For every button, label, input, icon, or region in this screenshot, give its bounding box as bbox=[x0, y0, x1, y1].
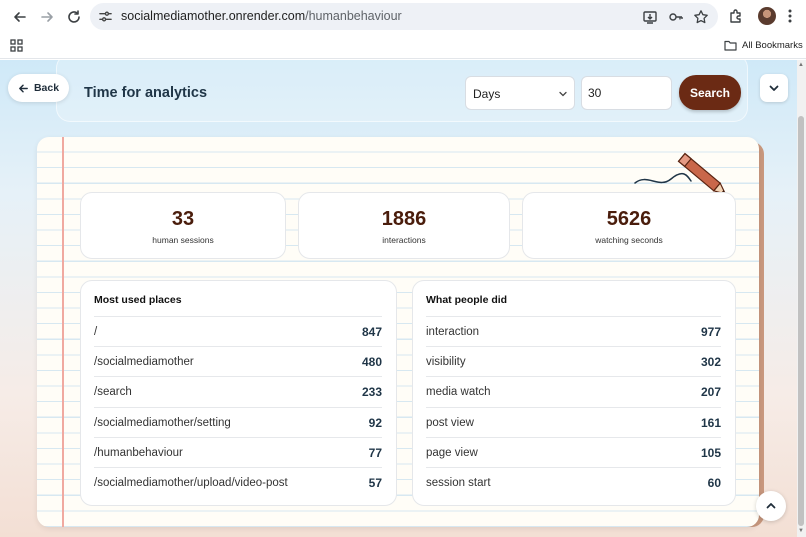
places-list: / 847 /socialmediamother 480 /search 233 /s… bbox=[94, 316, 382, 497]
stat-label: watching seconds bbox=[595, 235, 663, 245]
chevron-up-icon bbox=[766, 503, 776, 509]
extensions-icon[interactable] bbox=[727, 7, 745, 25]
notebook-card: 33 human sessions 1886 interactions 5626… bbox=[37, 137, 759, 527]
place-count: 480 bbox=[361, 355, 382, 370]
back-button[interactable]: Back bbox=[8, 74, 69, 102]
stat-label: interactions bbox=[382, 235, 426, 245]
scroll-to-top-button[interactable] bbox=[756, 491, 786, 521]
search-button[interactable]: Search bbox=[679, 75, 741, 110]
list-item: /socialmediamother 480 bbox=[94, 346, 382, 376]
site-info-icon[interactable] bbox=[98, 9, 113, 24]
scrollbar-thumb[interactable] bbox=[798, 116, 804, 526]
action-name: page view bbox=[426, 446, 478, 459]
place-count: 77 bbox=[368, 445, 382, 460]
place-path: /socialmediamother bbox=[94, 356, 194, 369]
url-path: /humanbehaviour bbox=[305, 9, 402, 23]
place-path: /humanbehaviour bbox=[94, 446, 183, 459]
page-title: Time for analytics bbox=[84, 85, 208, 101]
action-count: 977 bbox=[700, 325, 721, 339]
notebook-margin-line bbox=[62, 137, 64, 527]
place-count: 233 bbox=[361, 385, 382, 400]
period-value-input[interactable] bbox=[581, 76, 672, 110]
what-people-did-card: What people did interaction 977 visibilit… bbox=[412, 280, 736, 506]
actions-list: interaction 977 visibility 302 media watch… bbox=[426, 316, 721, 497]
collapse-header-button[interactable] bbox=[760, 74, 788, 102]
action-count: 302 bbox=[700, 355, 721, 370]
list-item: post view 161 bbox=[426, 406, 721, 437]
pencil-doodle-icon bbox=[634, 152, 727, 194]
list-item: /socialmediamother/upload/video-post 57 bbox=[94, 466, 382, 497]
place-count: 92 bbox=[368, 415, 382, 430]
action-count: 207 bbox=[700, 385, 721, 400]
stat-value: 5626 bbox=[606, 208, 652, 230]
all-bookmarks-link[interactable]: All Bookmarks bbox=[742, 40, 803, 51]
profile-avatar[interactable] bbox=[758, 7, 776, 25]
list-title: Most used places bbox=[94, 294, 182, 306]
action-name: interaction bbox=[426, 326, 480, 338]
bookmark-star-icon[interactable] bbox=[693, 9, 709, 25]
list-item: page view 105 bbox=[426, 436, 721, 467]
place-path: / bbox=[94, 326, 98, 338]
back-arrow-icon[interactable] bbox=[10, 7, 30, 27]
place-path: /search bbox=[94, 386, 132, 399]
list-item: / 847 bbox=[94, 316, 382, 346]
list-item: /humanbehaviour 77 bbox=[94, 436, 382, 467]
action-name: session start bbox=[426, 476, 491, 489]
bookmarks-bar: All Bookmarks bbox=[0, 33, 806, 59]
url-text: socialmediamother.onrender.com/humanbeha… bbox=[121, 9, 402, 23]
page-scrollbar[interactable]: ▲ ▼ bbox=[797, 60, 806, 537]
list-item: session start 60 bbox=[426, 466, 721, 497]
folder-icon bbox=[724, 40, 737, 51]
reload-icon[interactable] bbox=[64, 7, 84, 27]
list-item: /socialmediamother/setting 92 bbox=[94, 406, 382, 437]
stat-card-interactions: 1886 interactions bbox=[298, 192, 510, 259]
action-name: visibility bbox=[426, 356, 466, 369]
chevron-down-icon bbox=[769, 85, 779, 91]
apps-grid-icon[interactable] bbox=[10, 39, 23, 52]
most-used-places-card: Most used places / 847 /socialmediamother… bbox=[80, 280, 397, 506]
list-item: interaction 977 bbox=[426, 316, 721, 346]
action-name: media watch bbox=[426, 386, 491, 399]
forward-arrow-icon[interactable] bbox=[37, 7, 57, 27]
analytics-page: Back Time for analytics Days Search 33 h… bbox=[0, 60, 797, 537]
more-menu-icon[interactable] bbox=[781, 7, 799, 25]
stat-card-watching-seconds: 5626 watching seconds bbox=[522, 192, 736, 259]
url-host: socialmediamother.onrender.com bbox=[121, 9, 306, 23]
list-title: What people did bbox=[426, 294, 508, 306]
period-select-value: Days bbox=[473, 87, 501, 101]
stat-value: 1886 bbox=[381, 208, 427, 230]
stat-label: human sessions bbox=[152, 235, 214, 245]
action-count: 161 bbox=[700, 415, 721, 430]
password-key-icon[interactable] bbox=[668, 9, 684, 25]
action-count: 60 bbox=[707, 475, 721, 490]
address-bar[interactable]: socialmediamother.onrender.com/humanbeha… bbox=[90, 3, 718, 30]
place-count: 847 bbox=[361, 325, 382, 339]
arrow-left-icon bbox=[19, 84, 28, 92]
scroll-up-arrow-icon[interactable]: ▲ bbox=[798, 62, 804, 68]
list-item: /search 233 bbox=[94, 376, 382, 406]
install-app-icon[interactable] bbox=[642, 9, 658, 25]
stat-value: 33 bbox=[171, 208, 195, 230]
place-path: /socialmediamother/upload/video-post bbox=[94, 476, 288, 489]
action-name: post view bbox=[426, 416, 474, 429]
browser-toolbar: socialmediamother.onrender.com/humanbeha… bbox=[0, 0, 806, 33]
chevron-down-icon bbox=[559, 91, 567, 97]
stat-card-sessions: 33 human sessions bbox=[80, 192, 286, 259]
place-count: 57 bbox=[368, 475, 382, 490]
list-item: visibility 302 bbox=[426, 346, 721, 376]
scroll-down-arrow-icon[interactable]: ▼ bbox=[798, 528, 804, 534]
action-count: 105 bbox=[700, 445, 721, 460]
list-item: media watch 207 bbox=[426, 376, 721, 406]
place-path: /socialmediamother/setting bbox=[94, 416, 231, 429]
back-button-label: Back bbox=[33, 82, 60, 94]
period-select[interactable]: Days bbox=[465, 76, 575, 110]
